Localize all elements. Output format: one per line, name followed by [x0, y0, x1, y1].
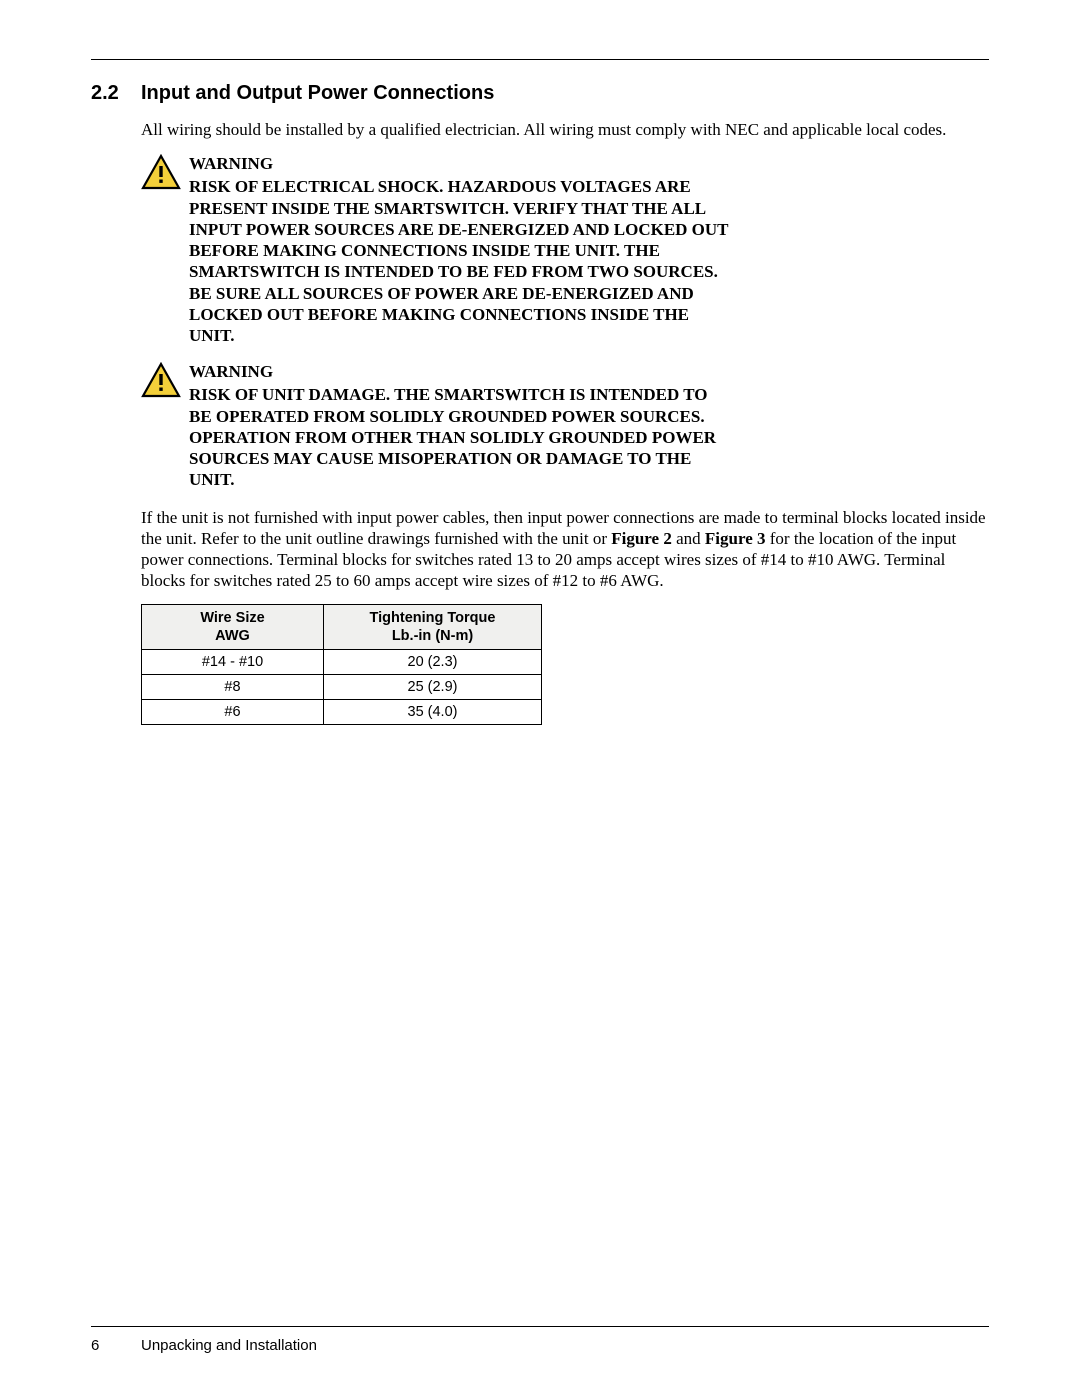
para-mid: and: [672, 529, 705, 548]
body-paragraph: If the unit is not furnished with input …: [141, 507, 989, 592]
cell-torque: 20 (2.3): [324, 649, 542, 674]
torque-table: Wire Size AWG Tightening Torque Lb.-in (…: [141, 604, 542, 725]
figure-ref-2: Figure 2: [611, 529, 672, 548]
warning-title: WARNING: [189, 154, 729, 174]
bottom-horizontal-rule: [91, 1326, 989, 1327]
table-row: #14 - #10 20 (2.3): [142, 649, 542, 674]
cell-wiresize: #14 - #10: [142, 649, 324, 674]
cell-torque: 35 (4.0): [324, 699, 542, 724]
chapter-title: Unpacking and Installation: [141, 1337, 317, 1354]
cell-torque: 25 (2.9): [324, 674, 542, 699]
table-header-torque: Tightening Torque Lb.-in (N-m): [324, 604, 542, 649]
page-footer: 6Unpacking and Installation: [91, 1326, 989, 1355]
table-header-wiresize: Wire Size AWG: [142, 604, 324, 649]
section-title: Input and Output Power Connections: [141, 82, 494, 105]
cell-wiresize: #6: [142, 699, 324, 724]
table-row: #6 35 (4.0): [142, 699, 542, 724]
warning-title: WARNING: [189, 362, 729, 382]
page-number: 6: [91, 1337, 141, 1354]
table-header-row: Wire Size AWG Tightening Torque Lb.-in (…: [142, 604, 542, 649]
warning-block-2: WARNING RISK OF UNIT DAMAGE. THE SMARTSW…: [141, 362, 989, 490]
figure-ref-3: Figure 3: [705, 529, 766, 548]
section-number: 2.2: [91, 82, 141, 105]
warning-triangle-icon: [141, 362, 189, 490]
intro-paragraph: All wiring should be installed by a qual…: [141, 119, 989, 140]
warning-block-1: WARNING RISK OF ELECTRICAL SHOCK. HAZARD…: [141, 154, 989, 346]
cell-wiresize: #8: [142, 674, 324, 699]
warning-triangle-icon: [141, 154, 189, 346]
warning-body: RISK OF ELECTRICAL SHOCK. HAZARDOUS VOLT…: [189, 176, 729, 346]
section-header: 2.2 Input and Output Power Connections: [91, 82, 989, 105]
table-row: #8 25 (2.9): [142, 674, 542, 699]
top-horizontal-rule: [91, 59, 989, 60]
warning-body: RISK OF UNIT DAMAGE. THE SMARTSWITCH IS …: [189, 384, 729, 490]
